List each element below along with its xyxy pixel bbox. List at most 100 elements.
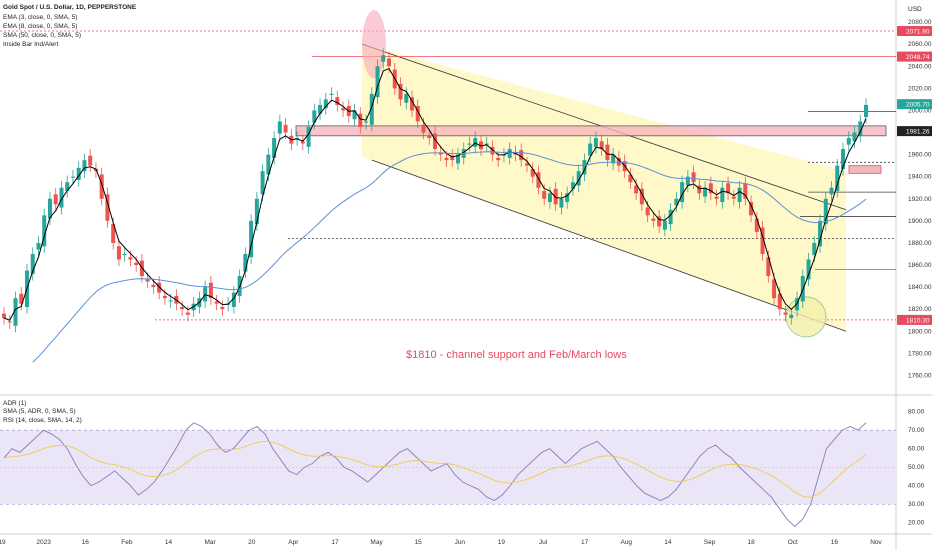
indicator-ema3[interactable]: EMA (3, close, 0, SMA, 5)	[3, 14, 78, 21]
candle-body	[760, 227, 765, 254]
price-badge	[897, 26, 932, 37]
candle-body	[536, 172, 541, 188]
candle-body	[812, 242, 817, 256]
rsi-ma-line	[3, 440, 867, 498]
candle-body	[576, 171, 581, 186]
chart-annotation: $1810 - channel support and Feb/March lo…	[406, 349, 627, 361]
indicator-ema8[interactable]: EMA (8, close, 0, SMA, 5)	[3, 23, 78, 30]
indicator-sma50[interactable]: SMA (50, close, 0, SMA, 5)	[3, 32, 82, 39]
price-badge-label: 2071.90	[906, 29, 930, 36]
rsi-legend[interactable]: RSI (14, close, SMA, 14, 2)	[3, 417, 82, 424]
indicator-inside-bar[interactable]: Inside Bar Ind/Alert	[3, 41, 59, 48]
time-tick-label: 17	[581, 539, 589, 546]
price-tick-label: 2040.00	[908, 63, 932, 70]
candle-body	[450, 155, 455, 161]
ema-line	[3, 67, 867, 321]
adr-legend[interactable]: ADR (1)	[3, 400, 27, 407]
candle-body	[7, 321, 12, 323]
candle-body	[823, 198, 828, 225]
price-tick-label: 1800.00	[908, 328, 932, 335]
candle-body	[352, 110, 357, 120]
axes: 1760.001780.001800.001820.001840.001860.…	[0, 19, 932, 546]
candle-body	[772, 279, 777, 299]
adr-sma-legend[interactable]: SMA (5, ADR, 0, SMA, 5)	[3, 408, 76, 415]
candle-body	[547, 193, 552, 203]
candle-body	[628, 174, 633, 183]
candle-body	[88, 155, 93, 166]
price-tick-label: 1920.00	[908, 196, 932, 203]
candle-body	[404, 93, 409, 103]
candle-body	[864, 104, 868, 118]
candle-body	[59, 187, 64, 208]
candle-body	[542, 191, 547, 199]
candle-body	[691, 172, 696, 183]
candle-body	[444, 157, 449, 161]
candle-body	[519, 150, 524, 161]
price-tick-label: 1860.00	[908, 262, 932, 269]
candle-body	[789, 314, 794, 319]
time-tick-label: Jul	[539, 539, 548, 546]
candle-body	[818, 220, 823, 247]
candle-body	[737, 187, 742, 203]
candle-body	[13, 298, 18, 326]
time-tick-label: May	[370, 539, 383, 546]
price-tick-label: 1840.00	[908, 284, 932, 291]
candle-body	[277, 121, 282, 134]
candle-body	[306, 126, 311, 147]
candle-body	[387, 58, 392, 67]
candle-body	[415, 106, 420, 122]
candle-body	[651, 218, 656, 221]
candle-body	[375, 66, 380, 98]
candle-body	[714, 196, 719, 199]
candle-body	[639, 188, 644, 205]
rsi-tick-label: 30.00	[908, 501, 925, 508]
candle-body	[30, 253, 35, 274]
candle-body	[99, 174, 104, 199]
time-tick-label: 14	[664, 539, 672, 546]
candle-body	[323, 99, 328, 109]
candle-body	[231, 292, 236, 307]
candle-body	[490, 146, 495, 155]
rsi-tick-label: 20.00	[908, 520, 925, 527]
channel-lower-line	[371, 159, 847, 332]
indicator-lines	[3, 67, 867, 363]
candle-body	[329, 93, 334, 95]
rsi-tick-label: 60.00	[908, 446, 925, 453]
candle-body	[157, 282, 162, 293]
currency-label: USD	[908, 6, 922, 13]
candle-body	[180, 306, 185, 310]
time-tick-label: Mar	[204, 539, 216, 546]
candle-body	[318, 104, 323, 114]
candle-body	[266, 154, 271, 175]
candle-body	[674, 198, 679, 206]
candle-body	[749, 202, 754, 216]
candle-body	[438, 152, 443, 155]
candle-body	[254, 198, 259, 225]
descending-channel	[362, 44, 846, 332]
candle-body	[852, 132, 857, 142]
candle-body	[185, 312, 190, 315]
candle-body	[783, 312, 788, 315]
time-tick-label: 2023	[36, 539, 51, 546]
candle-body	[743, 183, 748, 199]
time-tick-label: Nov	[870, 539, 882, 546]
candle-body	[685, 176, 690, 186]
price-tick-label: 1820.00	[908, 306, 932, 313]
candle-body	[111, 224, 116, 243]
candle-body	[283, 124, 288, 133]
candle-body	[421, 124, 426, 133]
candle-body	[611, 154, 616, 164]
price-tick-label: 2000.00	[908, 107, 932, 114]
candle-body	[220, 306, 225, 310]
candle-body	[726, 183, 731, 194]
candle-body	[42, 215, 47, 247]
candle-body	[335, 97, 340, 105]
candle-body	[530, 168, 535, 177]
candle-body	[19, 293, 24, 304]
candle-body	[858, 121, 863, 136]
candle-body	[697, 185, 702, 194]
sma50-line	[32, 151, 867, 363]
candle-body	[593, 138, 598, 147]
small-zone	[848, 165, 882, 174]
